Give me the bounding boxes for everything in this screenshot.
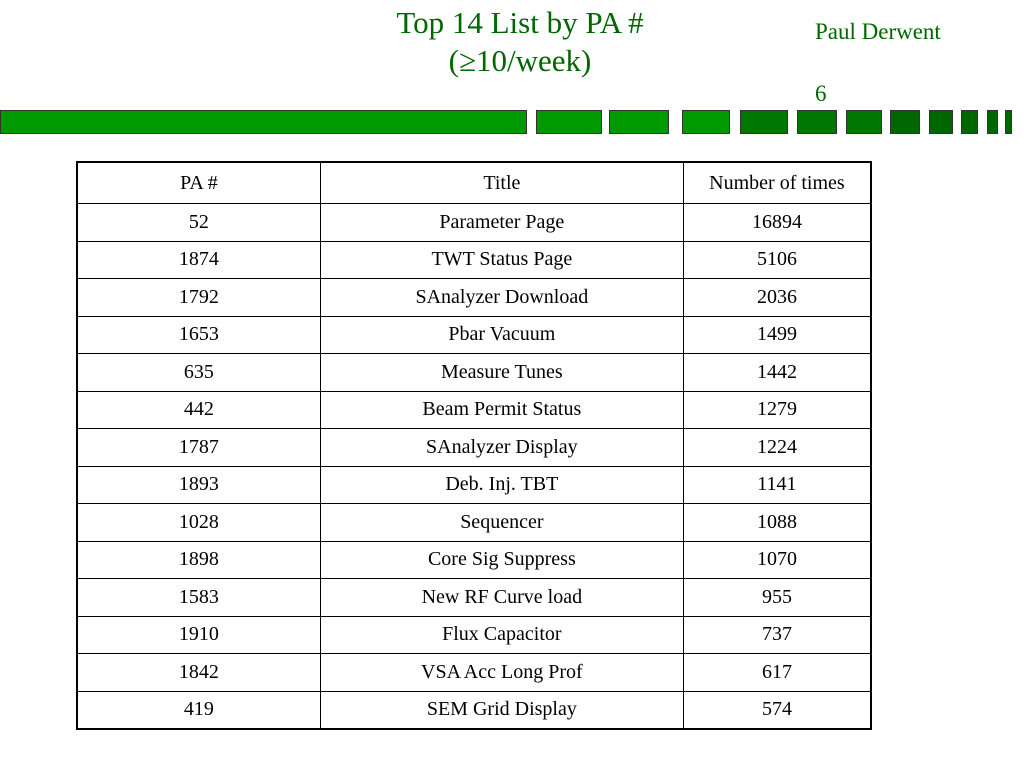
pa-number-cell: 1028 [76, 503, 321, 542]
title-cell: Beam Permit Status [319, 390, 684, 429]
pa-number-cell: 52 [76, 203, 321, 242]
table-row: 1874 TWT Status Page 5106 [76, 240, 872, 279]
decorative-bar-segment [609, 110, 669, 134]
decorative-bar-segment [961, 110, 978, 134]
decorative-bar-segment [987, 110, 998, 134]
decorative-bar-segment [929, 110, 953, 134]
count-cell: 1224 [682, 428, 872, 467]
count-cell: 2036 [682, 278, 872, 317]
title-cell: Core Sig Suppress [319, 540, 684, 579]
table-row: 1910 Flux Capacitor 737 [76, 615, 872, 654]
decorative-bar-segment [682, 110, 730, 134]
title-cell: Flux Capacitor [319, 615, 684, 654]
count-cell: 1070 [682, 540, 872, 579]
table-row: 419 SEM Grid Display 574 [76, 690, 872, 730]
pa-usage-table: PA # Title Number of times 52 Parameter … [76, 161, 872, 730]
title-cell: VSA Acc Long Prof [319, 653, 684, 692]
count-cell: 1141 [682, 465, 872, 504]
title-cell: TWT Status Page [319, 240, 684, 279]
page-number: 6 [815, 81, 827, 106]
pa-number-cell: 635 [76, 353, 321, 392]
table-row: 1653 Pbar Vacuum 1499 [76, 315, 872, 354]
table-row: 1583 New RF Curve load 955 [76, 578, 872, 617]
table-row: 1898 Core Sig Suppress 1070 [76, 540, 872, 579]
title-cell: SEM Grid Display [319, 690, 684, 730]
table-row: 442 Beam Permit Status 1279 [76, 390, 872, 429]
pa-number-cell: 442 [76, 390, 321, 429]
count-cell: 1442 [682, 353, 872, 392]
table-row: 1787 SAnalyzer Display 1224 [76, 428, 872, 467]
table-header-row: PA # Title Number of times [76, 161, 872, 204]
count-cell: 1499 [682, 315, 872, 354]
table-row: 1792 SAnalyzer Download 2036 [76, 278, 872, 317]
decorative-bar-segment [846, 110, 882, 134]
pa-number-cell: 1792 [76, 278, 321, 317]
decorative-bar-segment [536, 110, 602, 134]
decorative-bar-segment [0, 110, 527, 134]
pa-number-cell: 1583 [76, 578, 321, 617]
pa-number-cell: 1787 [76, 428, 321, 467]
table-row: 52 Parameter Page 16894 [76, 203, 872, 242]
count-cell: 16894 [682, 203, 872, 242]
count-cell: 617 [682, 653, 872, 692]
column-header-number-of-times: Number of times [682, 161, 872, 204]
pa-number-cell: 1898 [76, 540, 321, 579]
count-cell: 737 [682, 615, 872, 654]
decorative-bar-segment [797, 110, 837, 134]
slide-title-line-1: Top 14 List by PA # [396, 5, 644, 40]
column-header-pa-number: PA # [76, 161, 321, 204]
decorative-bar-segment [890, 110, 920, 134]
pa-number-cell: 419 [76, 690, 321, 730]
count-cell: 5106 [682, 240, 872, 279]
count-cell: 1279 [682, 390, 872, 429]
title-cell: Sequencer [319, 503, 684, 542]
count-cell: 1088 [682, 503, 872, 542]
table-row: 1842 VSA Acc Long Prof 617 [76, 653, 872, 692]
author-name: Paul Derwent [815, 19, 941, 44]
table-row: 635 Measure Tunes 1442 [76, 353, 872, 392]
title-cell: Pbar Vacuum [319, 315, 684, 354]
pa-number-cell: 1874 [76, 240, 321, 279]
slide-title-line-2: (≥10/week) [448, 43, 592, 78]
title-cell: Measure Tunes [319, 353, 684, 392]
count-cell: 574 [682, 690, 872, 730]
pa-number-cell: 1842 [76, 653, 321, 692]
title-cell: Deb. Inj. TBT [319, 465, 684, 504]
pa-number-cell: 1653 [76, 315, 321, 354]
table-row: 1028 Sequencer 1088 [76, 503, 872, 542]
pa-number-cell: 1893 [76, 465, 321, 504]
decorative-bar-segment [1005, 110, 1012, 134]
title-cell: Parameter Page [319, 203, 684, 242]
slide-title: Top 14 List by PA # (≥10/week) [300, 4, 740, 80]
pa-number-cell: 1910 [76, 615, 321, 654]
title-cell: SAnalyzer Display [319, 428, 684, 467]
count-cell: 955 [682, 578, 872, 617]
table-row: 1893 Deb. Inj. TBT 1141 [76, 465, 872, 504]
title-cell: SAnalyzer Download [319, 278, 684, 317]
column-header-title: Title [319, 161, 684, 204]
title-cell: New RF Curve load [319, 578, 684, 617]
decorative-bar-segment [740, 110, 788, 134]
